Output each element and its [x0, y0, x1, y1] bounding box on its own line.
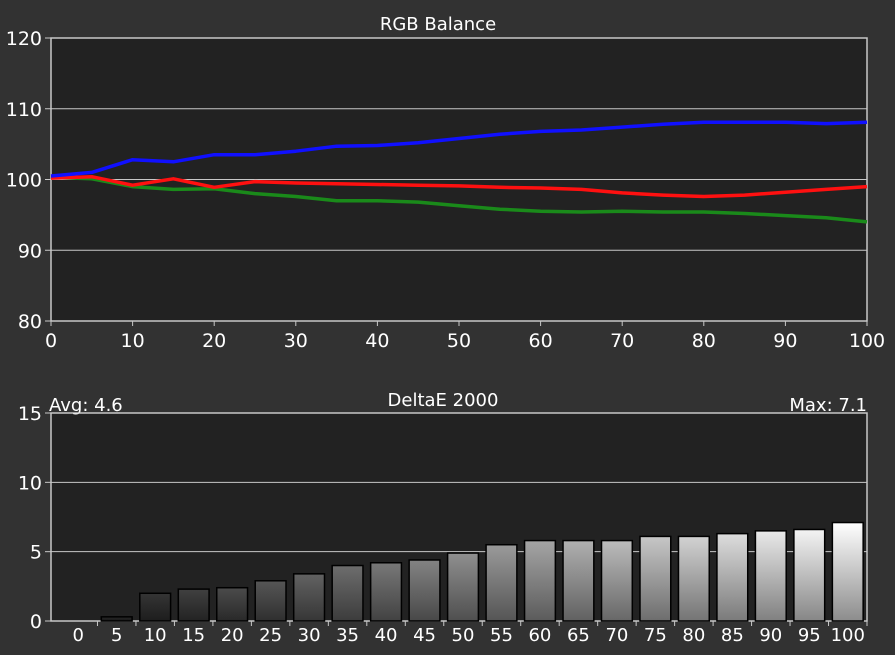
rgb-gridlines [45, 37, 868, 326]
deltae-bar [408, 559, 441, 622]
deltae-y-tick-label: 15 [18, 403, 42, 425]
rgb-y-tick-labels: 80 90 100 110 120 [6, 28, 42, 333]
rgb-x-tick-label: 20 [202, 330, 226, 352]
rgb-y-tick-label: 100 [6, 170, 42, 192]
deltae-y-tick-label: 0 [30, 611, 42, 633]
deltae-x-tick-label: 50 [452, 625, 475, 646]
deltae-x-tick-label: 65 [567, 625, 590, 646]
deltae-x-tick-label: 100 [831, 625, 865, 646]
rgb-y-tick-label: 110 [6, 99, 42, 121]
deltae-x-tick-label: 15 [182, 625, 205, 646]
deltae-bar [639, 535, 672, 622]
deltae-x-tick-label: 30 [298, 625, 321, 646]
deltae-bar [600, 539, 634, 622]
rgb-x-tick-label: 0 [45, 330, 57, 352]
deltae-x-tick-label: 95 [798, 625, 821, 646]
rgb-x-tick-label: 30 [284, 330, 308, 352]
rgb-series-line-2 [50, 175, 868, 224]
deltae-bar [754, 530, 787, 622]
deltae-x-tick-label: 85 [721, 625, 744, 646]
rgb-series-line-0 [50, 120, 868, 178]
deltae-x-tick-label: 80 [682, 625, 705, 646]
deltae-bar [331, 564, 364, 622]
deltae-bar [562, 539, 595, 622]
rgb-x-tick-label: 100 [849, 330, 885, 352]
deltae-bar [831, 521, 864, 622]
rgb-y-tick-label: 120 [6, 28, 42, 50]
deltae-bar [177, 588, 210, 622]
deltae-x-tick-label: 10 [144, 625, 167, 646]
rgb-balance-chart: RGB Balance 80 90 100 110 120 0 10 20 30 40 50 60 7… [6, 14, 885, 352]
rgb-x-tick-label: 70 [610, 330, 634, 352]
deltae-bars [100, 521, 864, 622]
deltae-x-tick-label: 25 [259, 625, 282, 646]
rgb-y-tick-label: 80 [18, 311, 42, 333]
deltae-bar [254, 580, 287, 622]
deltae-bar [292, 573, 326, 622]
deltae-bar [485, 543, 518, 622]
rgb-x-tick-label: 10 [121, 330, 145, 352]
rgb-series-line-1 [50, 174, 868, 199]
deltae-x-tick-label: 0 [73, 625, 84, 646]
rgb-x-tick-labels: 0 10 20 30 40 50 60 70 80 90 100 [45, 330, 885, 352]
deltae-x-tick-label: 75 [644, 625, 667, 646]
deltae-y-tick-labels: 0 5 10 15 [18, 403, 42, 633]
rgb-x-tick-label: 40 [365, 330, 389, 352]
deltae-x-tick-labels: 0 5 10 15 20 25 30 35 40 45 50 55 60 65 70 75 80 85 90 95 10… [73, 625, 865, 646]
deltae-bar [100, 616, 133, 622]
deltae-x-tick-label: 70 [605, 625, 628, 646]
deltae-bar [369, 562, 403, 622]
deltae-chart: DeltaE 2000 Avg: 4.6 Max: 7.1 0 5 10 15 0 5 1… [18, 390, 868, 646]
rgb-chart-title: RGB Balance [380, 14, 496, 35]
rgb-x-tick-label: 60 [529, 330, 553, 352]
deltae-x-tick-label: 35 [336, 625, 359, 646]
rgb-x-tick-label: 50 [447, 330, 471, 352]
deltae-bar [677, 535, 710, 622]
deltae-chart-title: DeltaE 2000 [388, 390, 499, 411]
deltae-x-tick-label: 60 [528, 625, 551, 646]
rgb-series-lines [50, 120, 868, 224]
deltae-x-tick-label: 40 [375, 625, 398, 646]
rgb-x-tick-label: 90 [773, 330, 797, 352]
deltae-x-tick-label: 45 [413, 625, 436, 646]
deltae-x-tick-label: 55 [490, 625, 513, 646]
deltae-bar [446, 552, 480, 622]
deltae-max-label: Max: 7.1 [789, 395, 867, 416]
deltae-bar [793, 528, 826, 622]
deltae-bar [716, 532, 749, 622]
deltae-avg-label: Avg: 4.6 [49, 395, 123, 416]
deltae-y-tick-label: 5 [30, 542, 42, 564]
deltae-bar [139, 592, 172, 622]
deltae-y-tick-label: 10 [18, 472, 42, 494]
rgb-x-tick-label: 80 [692, 330, 716, 352]
rgb-y-tick-label: 90 [18, 240, 42, 262]
deltae-x-tick-label: 20 [221, 625, 244, 646]
deltae-bar [216, 586, 249, 622]
deltae-x-tick-label: 90 [759, 625, 782, 646]
deltae-bar [523, 539, 557, 622]
deltae-x-tick-label: 5 [111, 625, 122, 646]
